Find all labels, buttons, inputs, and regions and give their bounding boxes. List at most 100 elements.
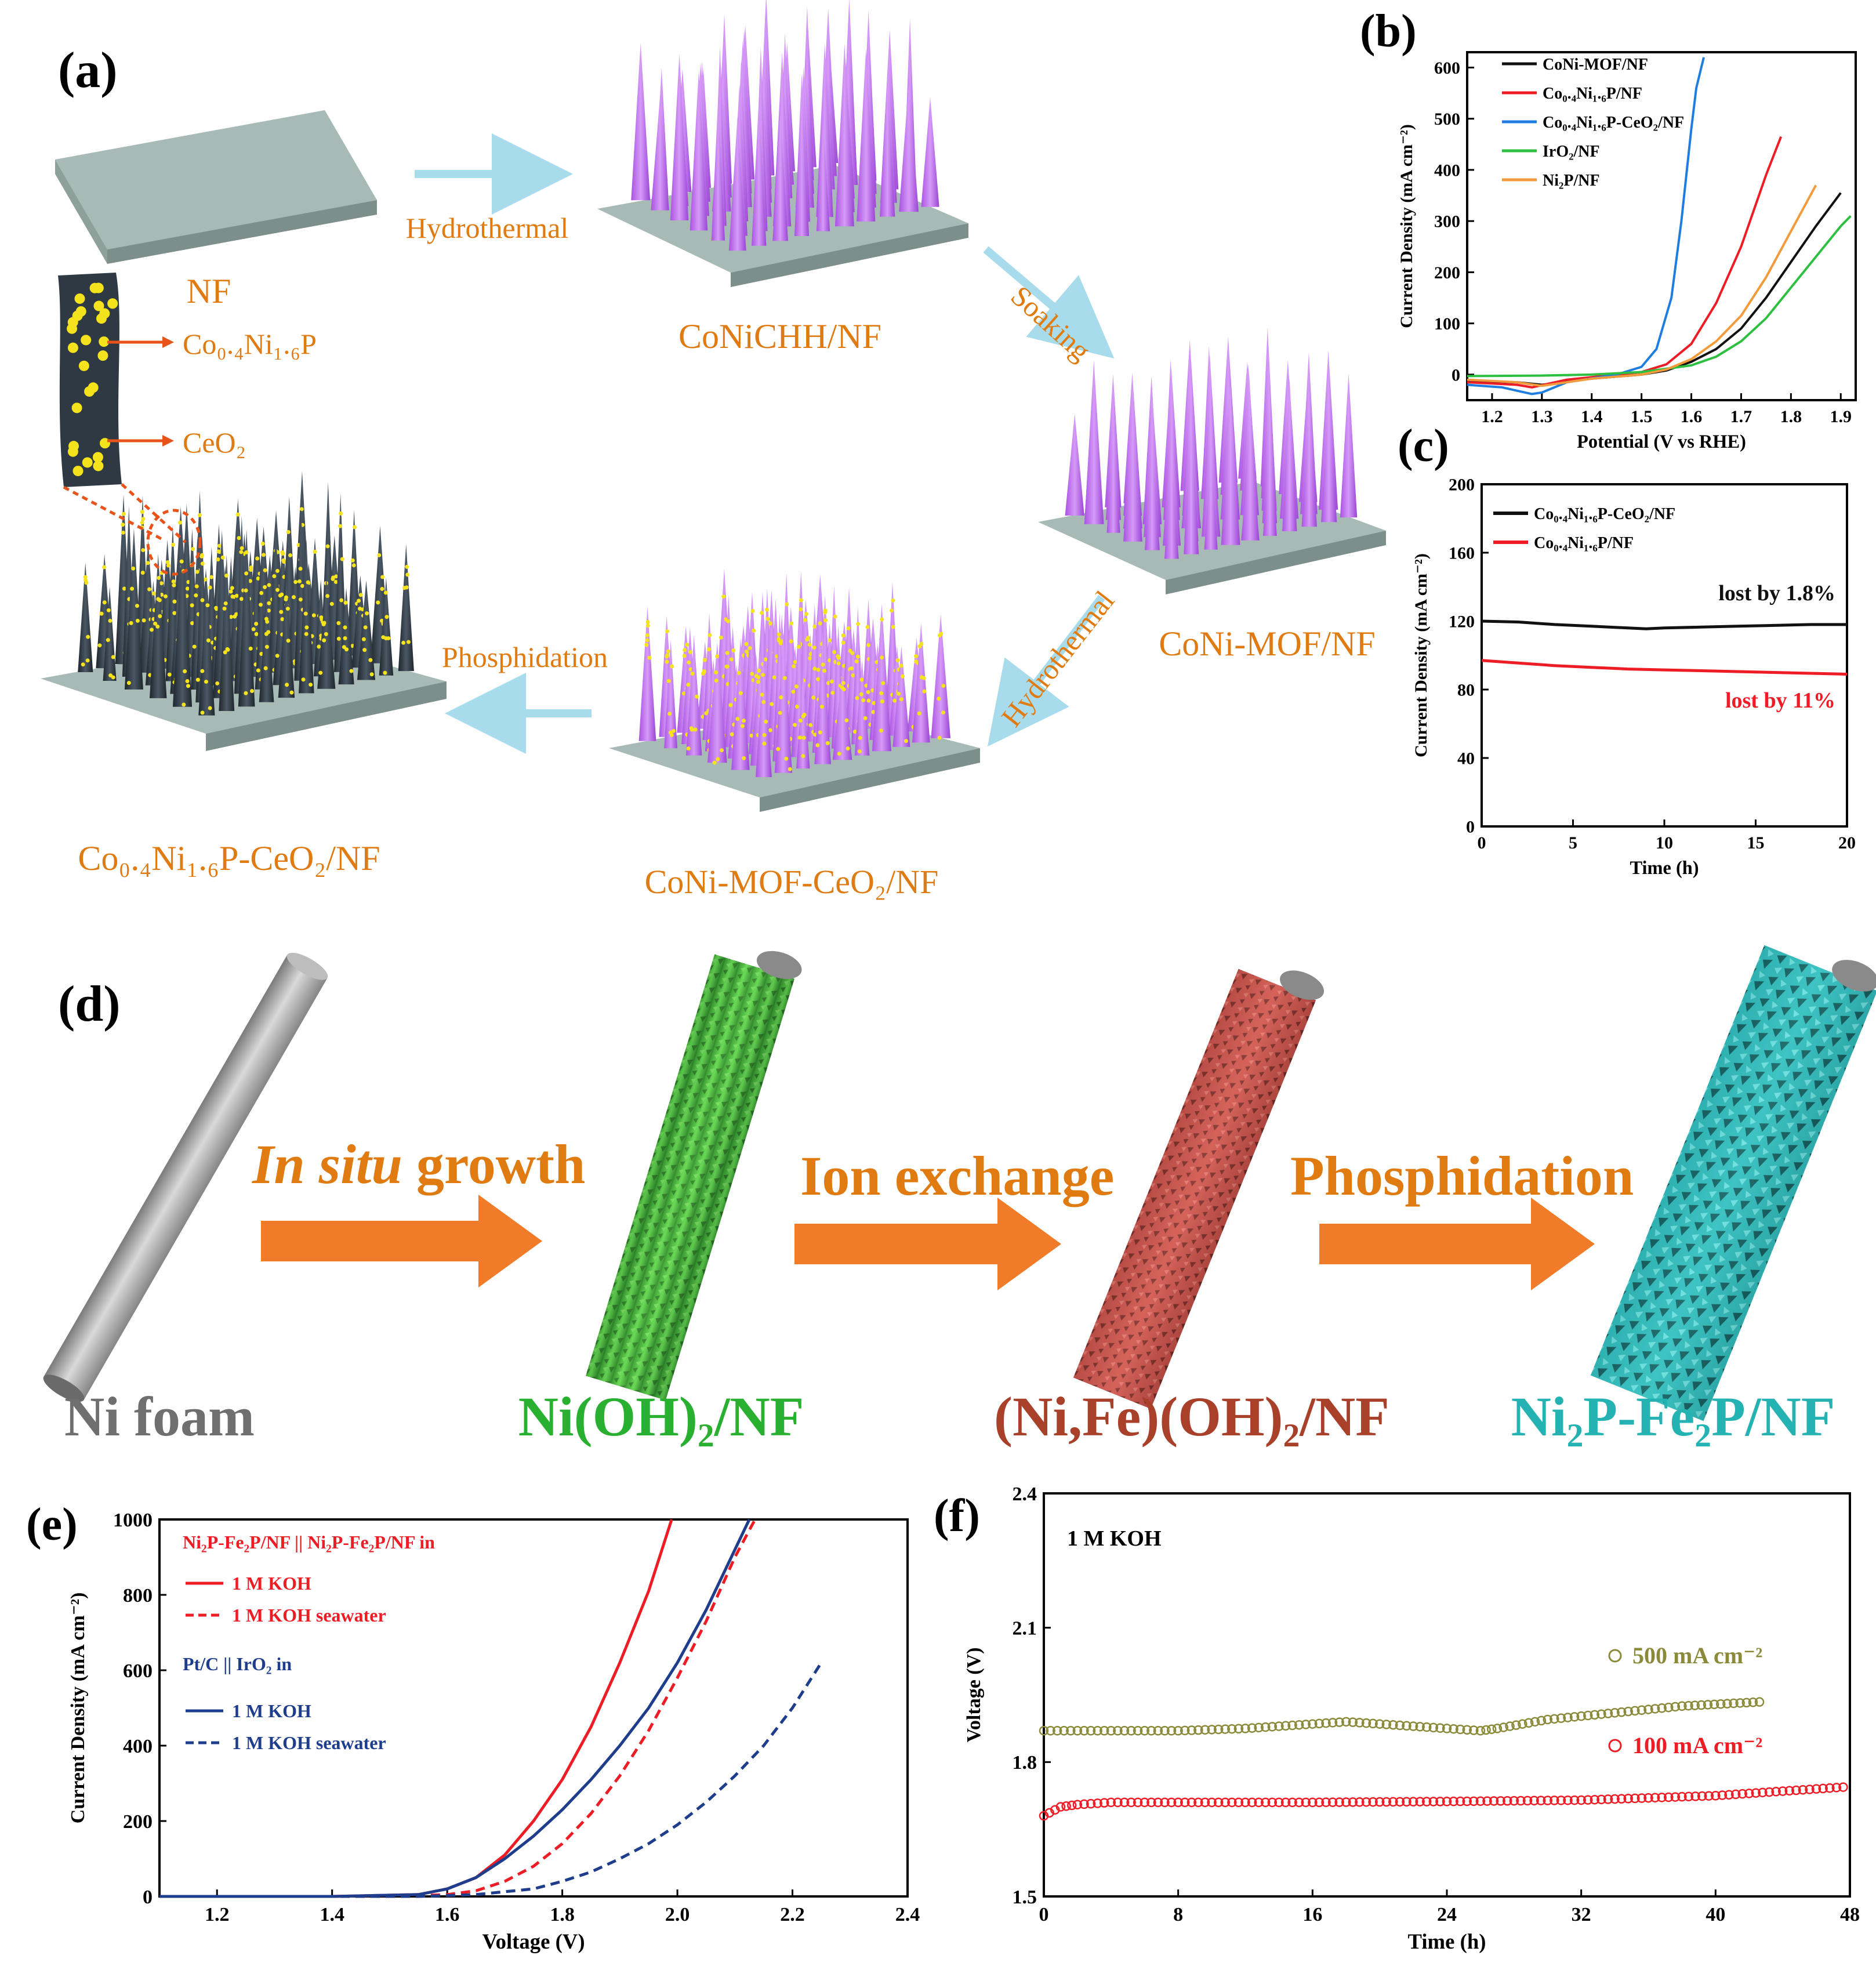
data-point [1711,1791,1721,1801]
data-point [1442,1797,1452,1807]
particle [141,548,146,553]
data-point [1247,1797,1257,1808]
data-point [1481,1725,1491,1735]
panel-label-c: (c) [1398,420,1449,471]
data-point [1368,1797,1378,1807]
x-tick-label: 1.4 [320,1904,344,1925]
particle [744,641,749,646]
data-point [1140,1797,1149,1808]
particle [146,561,150,565]
particle [881,681,886,685]
panel-d-schematic: (d) Ni foam In situ growth Ni(OH)₂/NF Io… [43,945,1876,1448]
particle [914,654,919,659]
particle [228,589,233,594]
particle [342,645,346,650]
particle [286,639,291,643]
particle [285,607,290,611]
data-point [1735,1698,1745,1708]
cone [711,97,725,241]
cone [1184,427,1199,554]
data-point [1610,1708,1620,1718]
particle [690,671,695,676]
data-point [1428,1722,1439,1733]
data-point [1059,1726,1069,1736]
data-point [1061,1801,1071,1811]
series-line-1 [1467,136,1783,389]
particle [172,599,177,604]
data-point [1200,1797,1210,1808]
particle [798,735,803,740]
particle [222,606,227,611]
particle [299,507,304,512]
x-tick-label: 1.8 [1780,407,1802,426]
particle [706,647,711,652]
data-point [1415,1797,1425,1807]
particle [818,730,822,735]
particle [266,630,271,634]
particle [369,672,374,677]
particle [826,681,830,685]
data-point [1086,1798,1096,1809]
data-point [1301,1797,1311,1808]
particle [376,600,380,605]
legend-label: 100 mA cm⁻² [1632,1732,1762,1758]
legend-label: Co₀.₄Ni₁.₆P-CeO₂/NF [1534,505,1675,523]
particle [244,550,249,554]
data-point [1327,1718,1338,1728]
particle [284,597,288,601]
particle [811,695,816,700]
particle [306,580,310,585]
particle [836,661,841,666]
particle [812,645,817,650]
particle [68,441,79,452]
particle [669,732,674,737]
x-tick-label: 16 [1302,1904,1322,1925]
y-tick-label: 300 [1434,212,1460,231]
data-point [1254,1722,1264,1733]
x-tick-label: 0 [1478,833,1486,853]
particle [343,600,348,605]
data-point [1113,1726,1123,1736]
data-point [1072,1726,1083,1736]
particle [833,614,837,619]
particle [776,747,781,752]
particle [158,614,162,619]
particle [135,618,140,623]
particle [263,585,267,589]
plot-frame [1043,1492,1851,1898]
data-point [1697,1791,1707,1801]
nioh2-rod [586,951,802,1401]
data-point [1522,1796,1533,1806]
x-tick-label: 32 [1572,1904,1591,1925]
legend-marker [1608,1739,1622,1753]
particle [365,611,369,616]
data-point [1106,1797,1116,1808]
orange-arrow-1 [261,1195,542,1287]
particle [762,741,767,746]
particle [99,336,110,347]
panel-a-label: (a) [58,42,118,99]
particle [322,621,326,625]
inset-label-ceo2: CeO₂ [183,426,246,459]
particle [822,669,826,673]
particle [937,633,942,638]
particle [665,659,669,664]
particle [223,601,228,605]
data-point [1630,1793,1640,1804]
particle [254,622,259,626]
y-tick-label: 1.8 [1013,1752,1037,1773]
particle [799,607,803,612]
data-point [1798,1784,1808,1795]
cone [728,116,746,251]
particle [821,662,825,667]
particle [194,584,199,589]
data-point [1180,1797,1190,1808]
particle [313,549,317,554]
particle [166,563,170,568]
cone [338,587,354,685]
data-point [1818,1783,1828,1794]
x-axis-label: Time (h) [1630,858,1699,879]
cone [912,623,930,743]
data-point [1603,1794,1613,1804]
particle [200,710,205,715]
